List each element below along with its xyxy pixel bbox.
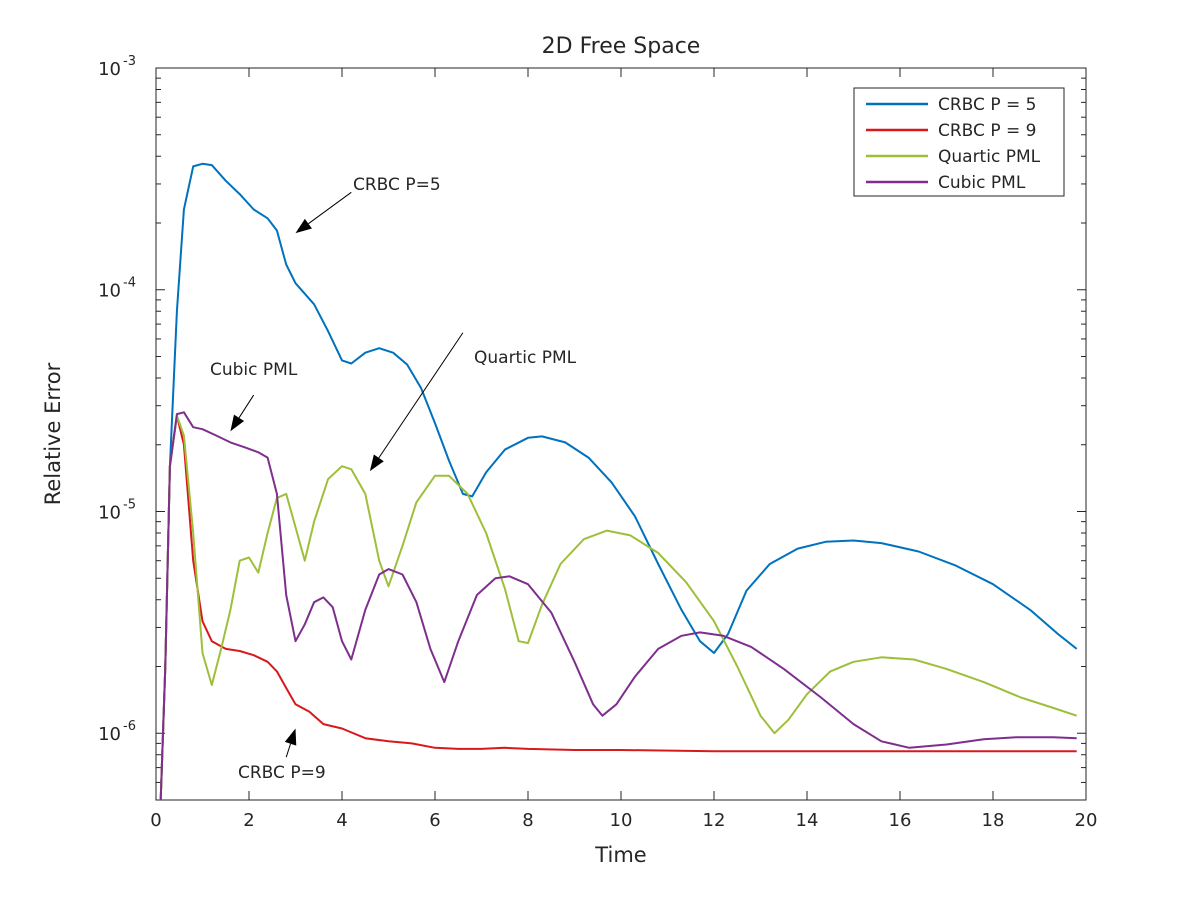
legend: CRBC P = 5 CRBC P = 9 Quartic PML Cubic PML — [853, 87, 1065, 197]
legend-box — [853, 87, 1065, 197]
annotation-label: CRBC P=9 — [238, 763, 326, 783]
series-line-crbc-p-5 — [159, 162, 1078, 800]
annotations: CRBC P=5 Cubic PML Quartic PML CRBC P=9 — [210, 175, 577, 783]
annotation-label: Quartic PML — [474, 348, 577, 368]
y-tick-label: 10 -5 — [98, 497, 136, 523]
annotation-label: Cubic PML — [210, 360, 298, 380]
x-tick-label: 20 — [1075, 810, 1098, 831]
x-axis-label: Time — [594, 843, 646, 867]
y-tick-label-base: 10 — [98, 281, 121, 302]
annotation-arrow-shaft — [238, 394, 255, 419]
annotation: CRBC P=5 — [295, 175, 441, 234]
y-tick-label-base: 10 — [98, 59, 121, 80]
annotation-arrow-shaft — [308, 191, 352, 225]
y-tick-label: 10 -3 — [98, 54, 136, 80]
legend-label-cubic-pml: Cubic PML — [938, 173, 1026, 193]
x-tick-label: 8 — [522, 810, 533, 831]
series-line-quartic-pml — [159, 414, 1078, 800]
series-line-cubic-pml — [159, 411, 1077, 800]
chart-title: 2D Free Space — [542, 34, 701, 59]
y-tick-label-exponent: -3 — [123, 54, 136, 69]
y-tick-label-exponent: -4 — [123, 276, 136, 291]
annotation-arrow-shaft — [285, 743, 292, 758]
x-tick-label: 2 — [243, 810, 254, 831]
legend-label-quartic-pml: Quartic PML — [938, 147, 1041, 167]
y-tick-label-base: 10 — [98, 502, 121, 523]
x-tick-label: 6 — [429, 810, 440, 831]
annotation: Quartic PML — [369, 332, 577, 472]
y-tick-label: 10 -4 — [98, 276, 136, 302]
y-tick-label-base: 10 — [98, 724, 121, 745]
x-tick-label: 4 — [336, 810, 347, 831]
annotation-arrowhead — [230, 414, 245, 432]
annotation-arrowhead — [284, 728, 297, 746]
x-tick-label: 0 — [150, 810, 161, 831]
annotation-arrowhead — [369, 454, 384, 472]
y-axis-label: Relative Error — [41, 362, 65, 505]
annotation: Cubic PML — [210, 360, 298, 432]
x-tick-label: 12 — [703, 810, 726, 831]
annotation-label: CRBC P=5 — [353, 175, 441, 195]
y-tick-label-exponent: -6 — [123, 719, 136, 734]
y-tick-label: 10 -6 — [98, 719, 136, 745]
x-tick-label: 14 — [796, 810, 819, 831]
annotation-arrowhead — [295, 218, 312, 234]
x-tick-label: 10 — [610, 810, 633, 831]
series-lines — [159, 162, 1078, 800]
legend-label-crbc-p-5: CRBC P = 5 — [938, 95, 1036, 115]
y-tick-label-exponent: -5 — [123, 497, 136, 512]
x-tick-label: 16 — [889, 810, 912, 831]
annotation-arrow-shaft — [378, 332, 464, 459]
annotation: CRBC P=9 — [238, 728, 326, 783]
x-tick-label: 18 — [982, 810, 1005, 831]
legend-label-crbc-p-9: CRBC P = 9 — [938, 121, 1036, 141]
